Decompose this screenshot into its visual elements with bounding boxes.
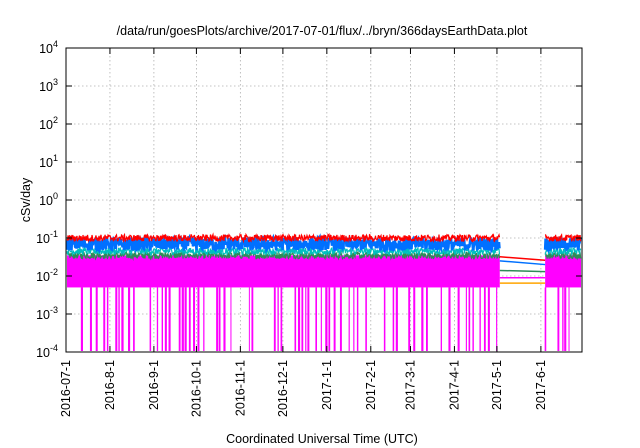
grid-lines <box>66 48 582 352</box>
y-tick-base: 10 <box>39 156 53 170</box>
y-axis-label: cSv/day <box>19 177 33 222</box>
y-tick-exponent: 3 <box>53 77 58 87</box>
y-tick-exponent: -2 <box>50 267 58 277</box>
series-line <box>66 249 501 261</box>
y-tick-exponent: -3 <box>50 305 58 315</box>
x-tick-label: 2016-10-1 <box>189 360 203 417</box>
y-tick-base: 10 <box>39 118 53 132</box>
y-tick-exponent: 4 <box>53 39 58 49</box>
y-tick-label: 102 <box>39 115 58 132</box>
x-tick-label: 2017-2-1 <box>364 360 378 410</box>
y-tick-label: 101 <box>39 153 58 170</box>
y-tick-base: 10 <box>39 80 53 94</box>
x-tick-label: 2016-9-1 <box>147 360 161 410</box>
y-tick-label: 103 <box>39 77 58 94</box>
y-tick-label: 10-3 <box>36 305 58 322</box>
chart-title: /data/run/goesPlots/archive/2017-07-01/f… <box>117 24 528 38</box>
gap-interpolation-line <box>499 269 546 273</box>
y-tick-exponent: 2 <box>53 115 58 125</box>
x-tick-label: 2017-5-1 <box>490 360 504 410</box>
y-tick-base: 10 <box>39 194 53 208</box>
y-tick-exponent: -1 <box>50 229 58 239</box>
y-tick-exponent: -4 <box>50 343 58 353</box>
x-tick-label: 2017-4-1 <box>447 360 461 410</box>
y-tick-label: 104 <box>39 39 58 56</box>
series-line <box>544 233 582 243</box>
y-tick-label: 100 <box>39 191 58 208</box>
x-axis-label: Coordinated Universal Time (UTC) <box>226 432 418 446</box>
x-tick-labels: 2016-07-1 2016-8-1 2016-9-1 2016-10-1 2016-1… <box>59 360 548 417</box>
y-tick-label: 10-1 <box>36 229 58 246</box>
series-band <box>545 255 581 288</box>
series-line <box>544 250 582 261</box>
y-tick-base: 10 <box>36 346 50 360</box>
y-tick-label: 10-2 <box>36 267 58 284</box>
x-tick-label: 2016-07-1 <box>59 360 73 417</box>
y-tick-base: 10 <box>36 270 50 284</box>
x-tick-label: 2016-12-1 <box>276 360 290 417</box>
x-tick-label: 2017-3-1 <box>403 360 417 410</box>
series-line <box>66 232 501 244</box>
y-tick-base: 10 <box>36 232 50 246</box>
x-tick-label: 2016-8-1 <box>103 360 117 410</box>
y-tick-base: 10 <box>39 42 53 56</box>
data-series <box>65 232 582 351</box>
gap-interpolation-line <box>499 256 546 261</box>
series-line <box>65 233 501 255</box>
x-tick-label: 2017-1-1 <box>320 360 334 410</box>
y-tick-base: 10 <box>36 308 50 322</box>
y-tick-label: 10-4 <box>36 343 58 360</box>
axis-ticks <box>65 47 582 353</box>
x-tick-label: 2017-6-1 <box>534 360 548 410</box>
gap-interpolation-line <box>499 260 546 266</box>
series-band <box>67 255 500 288</box>
y-tick-exponent: 1 <box>53 153 58 163</box>
y-tick-exponent: 0 <box>53 191 58 201</box>
x-tick-label: 2016-11-1 <box>233 360 247 416</box>
